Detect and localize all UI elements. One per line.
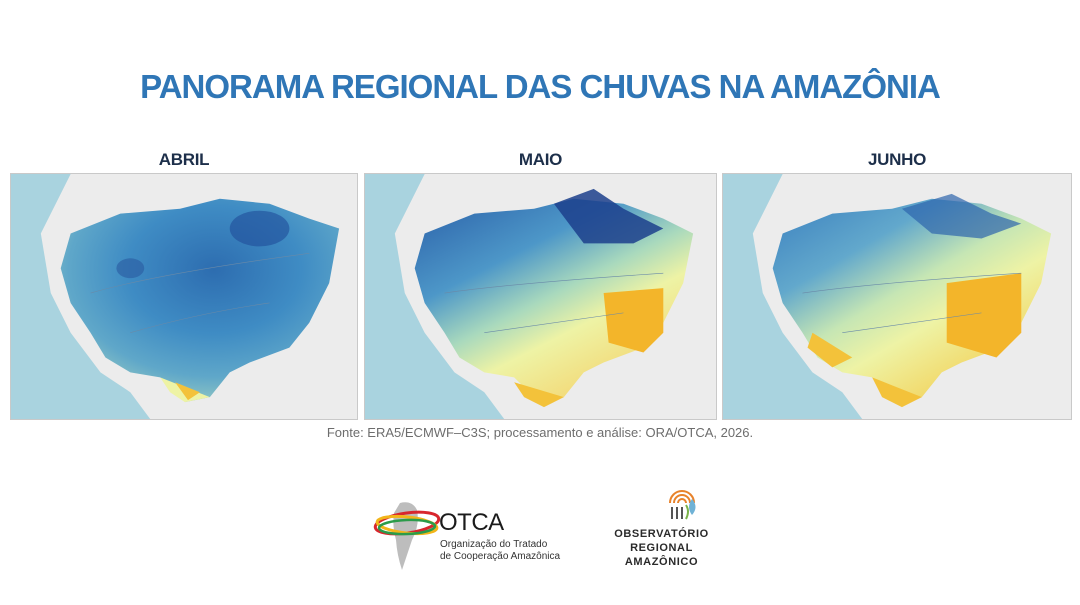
source-note: Fonte: ERA5/ECMWF–C3S; processamento e a… [326,425,754,440]
ora-line3: AMAZÔNICO [624,556,699,568]
rainfall-map-april [10,173,358,420]
rainfall-map-may [364,173,717,420]
month-label-april: ABRIL [158,150,210,169]
rainfall-map-june [722,173,1072,420]
otca-emblem-icon [373,502,441,570]
ora-line2: REGIONAL [630,542,693,554]
page-title: PANORAMA REGIONAL DAS CHUVAS NA AMAZÔNIA [140,68,941,105]
month-label-june: JUNHO [867,150,926,169]
otca-subtitle: Organização do Tratado de Cooperação Ama… [440,539,570,563]
ora-emblem-icon [669,490,696,520]
otca-subtitle-line2: de Cooperação Amazônica [440,551,561,562]
ora-line1: OBSERVATÓRIO [614,528,709,540]
ora-logo: OBSERVATÓRIO REGIONAL AMAZÔNICO [614,487,714,577]
ora-name: OBSERVATÓRIO REGIONAL AMAZÔNICO [614,527,709,569]
month-label-may: MAIO [518,150,563,169]
otca-subtitle-line1: Organização do Tratado [440,539,548,550]
otca-logo: OTCA Organização do Tratado de Cooperaçã… [372,495,562,575]
otca-name: OTCA [439,509,504,536]
